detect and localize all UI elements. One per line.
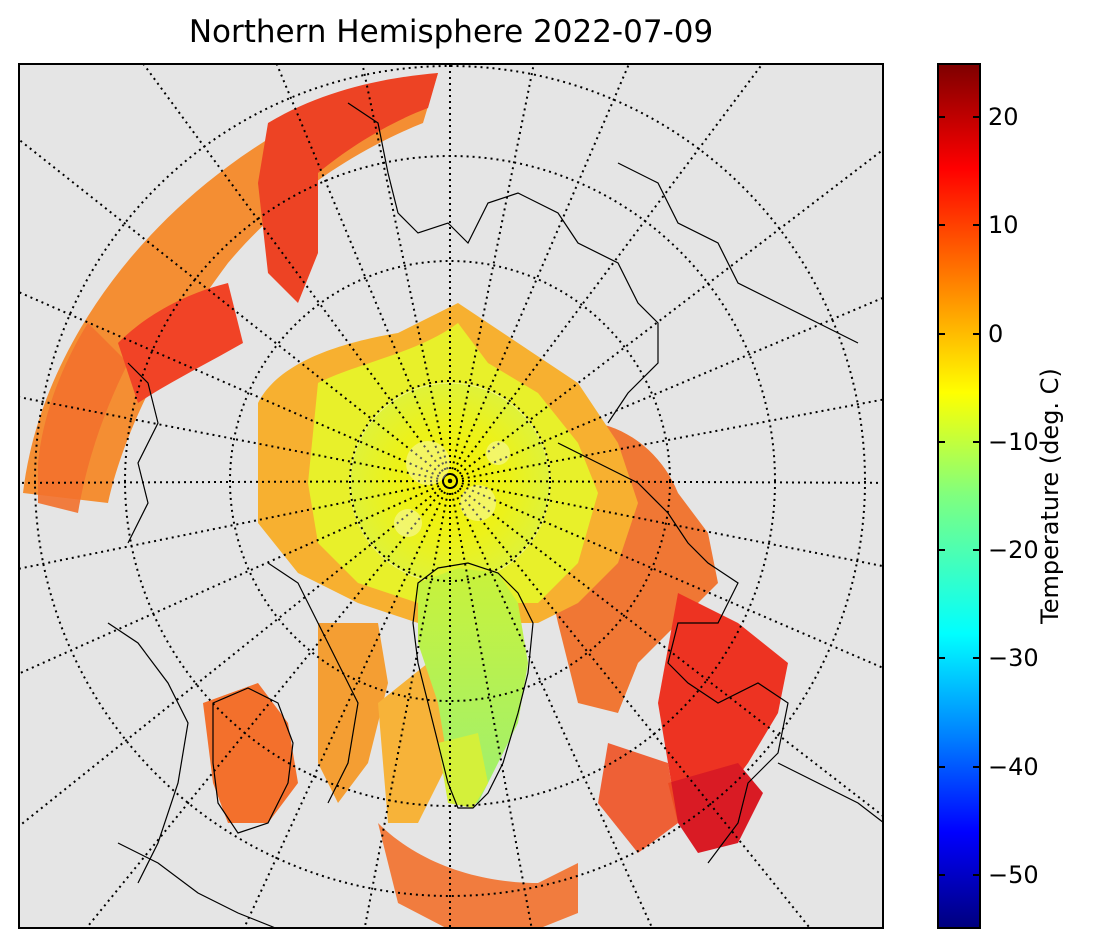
colorbar bbox=[937, 63, 981, 929]
colorbar-title: Temperature (deg. C) bbox=[1036, 368, 1064, 624]
graticule-longitude bbox=[18, 63, 884, 929]
sst-data-outer bbox=[23, 73, 788, 929]
sst-data-arctic bbox=[258, 303, 638, 808]
colorbar-tick-label: −10 bbox=[988, 427, 1039, 456]
colorbar-gradient bbox=[937, 63, 981, 929]
colorbar-tick-label: 0 bbox=[988, 319, 1004, 348]
map-frame bbox=[18, 63, 884, 929]
colorbar-tick-label: −20 bbox=[988, 536, 1039, 565]
map-title: Northern Hemisphere 2022-07-09 bbox=[188, 14, 714, 50]
colorbar-tick-label: −40 bbox=[988, 752, 1039, 781]
colorbar-tick-label: −50 bbox=[988, 860, 1039, 889]
polar-map bbox=[18, 63, 884, 929]
pole-cloud-texture bbox=[394, 441, 510, 537]
colorbar-tick-label: −30 bbox=[988, 644, 1039, 673]
coastlines bbox=[107, 102, 884, 929]
colorbar-tick-label: 20 bbox=[988, 103, 1019, 132]
colorbar-tick-label: 10 bbox=[988, 211, 1019, 240]
